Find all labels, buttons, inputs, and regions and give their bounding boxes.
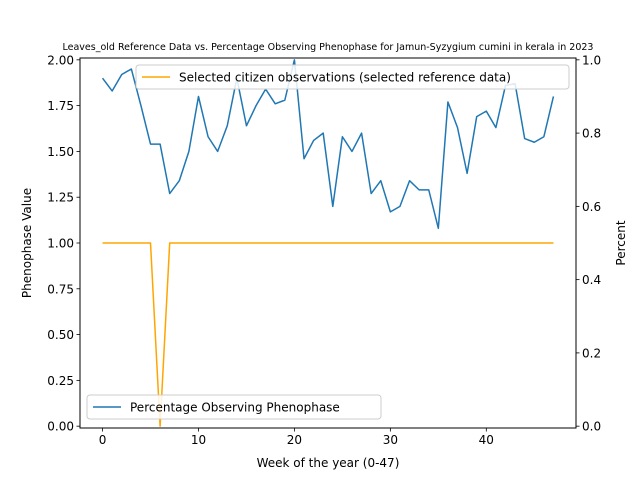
x-axis-label: Week of the year (0-47) bbox=[257, 456, 400, 470]
y-left-axis-label: Phenophase Value bbox=[20, 188, 34, 298]
series-line-percentage bbox=[101, 59, 555, 230]
plot-lines bbox=[101, 59, 555, 427]
y-right-tick-label: 0.6 bbox=[582, 200, 601, 214]
y-left-tick-label: 2.00 bbox=[47, 53, 74, 67]
legend-bottom: Percentage Observing Phenophase bbox=[86, 394, 382, 420]
x-tick-label: 10 bbox=[191, 433, 206, 447]
y-right-axis-ticks: 0.0 0.2 0.4 0.6 0.8 1.0 bbox=[576, 53, 601, 434]
chart-title: Leaves_old Reference Data vs. Percentage… bbox=[63, 42, 594, 53]
y-left-tick-label: 1.75 bbox=[47, 99, 74, 113]
x-tick-label: 40 bbox=[479, 433, 494, 447]
y-right-axis-label: Percent bbox=[614, 220, 628, 265]
y-right-tick-label: 0.2 bbox=[582, 346, 601, 360]
y-left-tick-label: 1.50 bbox=[47, 145, 74, 159]
legend-top: Selected citizen observations (selected … bbox=[135, 64, 570, 90]
y-left-tick-label: 0.50 bbox=[47, 328, 74, 342]
y-right-tick-label: 0.8 bbox=[582, 127, 601, 141]
y-right-tick-label: 1.0 bbox=[582, 53, 601, 67]
y-left-tick-label: 1.00 bbox=[47, 237, 74, 251]
x-tick-label: 0 bbox=[99, 433, 107, 447]
y-left-axis-ticks: 0.00 0.25 0.50 0.75 1.00 1.25 1.50 1.75 2.00 bbox=[47, 53, 80, 434]
legend-top-box bbox=[135, 64, 570, 90]
y-left-tick-label: 0.25 bbox=[47, 374, 74, 388]
x-tick-label: 20 bbox=[287, 433, 302, 447]
legend-bottom-label: Percentage Observing Phenophase bbox=[130, 401, 340, 415]
y-right-tick-label: 0.0 bbox=[582, 420, 601, 434]
y-left-tick-label: 0.75 bbox=[47, 282, 74, 296]
legend-bottom-box bbox=[86, 394, 382, 420]
x-axis-ticks: 0 10 20 30 40 bbox=[99, 428, 494, 447]
y-right-tick-label: 0.4 bbox=[582, 273, 601, 287]
y-left-tick-label: 0.00 bbox=[47, 420, 74, 434]
y-left-tick-label: 1.25 bbox=[47, 191, 74, 205]
series-line-reference bbox=[102, 242, 554, 427]
x-tick-label: 30 bbox=[383, 433, 398, 447]
legend-top-label: Selected citizen observations (selected … bbox=[179, 71, 511, 85]
